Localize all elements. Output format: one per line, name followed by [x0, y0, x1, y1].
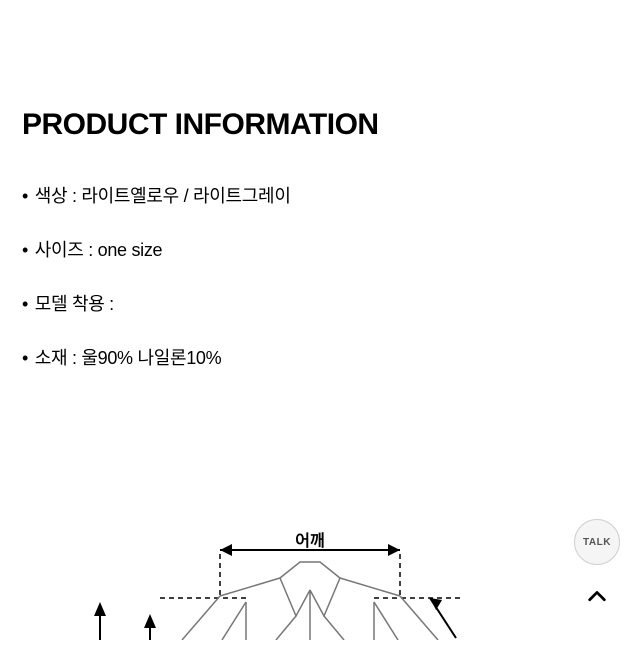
- spec-item: • 모델 착용 :: [22, 290, 618, 316]
- spec-label: 사이즈: [35, 240, 84, 260]
- talk-label: TALK: [583, 537, 611, 548]
- spec-value: 라이트옐로우 / 라이트그레이: [81, 186, 290, 206]
- spec-label: 소재: [35, 348, 68, 368]
- page-title: PRODUCT INFORMATION: [22, 108, 618, 142]
- bullet-icon: •: [22, 348, 28, 368]
- chevron-up-icon: [586, 586, 608, 608]
- spec-value: one size: [98, 240, 163, 260]
- spec-item: • 소재 : 울90% 나일론10%: [22, 344, 618, 370]
- bullet-icon: •: [22, 240, 28, 260]
- spec-label: 색상: [35, 186, 68, 206]
- spec-value: 울90% 나일론10%: [81, 348, 221, 368]
- talk-button[interactable]: TALK: [574, 519, 620, 565]
- scroll-top-button[interactable]: [574, 574, 620, 620]
- spec-list: • 색상 : 라이트옐로우 / 라이트그레이 • 사이즈 : one size …: [22, 182, 618, 370]
- spec-item: • 색상 : 라이트옐로우 / 라이트그레이: [22, 182, 618, 208]
- spec-item: • 사이즈 : one size: [22, 236, 618, 262]
- bullet-icon: •: [22, 294, 28, 314]
- bullet-icon: •: [22, 186, 28, 206]
- spec-label: 모델 착용: [35, 294, 105, 314]
- size-diagram: 어깨: [0, 520, 640, 640]
- shoulder-label: 어깨: [295, 532, 324, 550]
